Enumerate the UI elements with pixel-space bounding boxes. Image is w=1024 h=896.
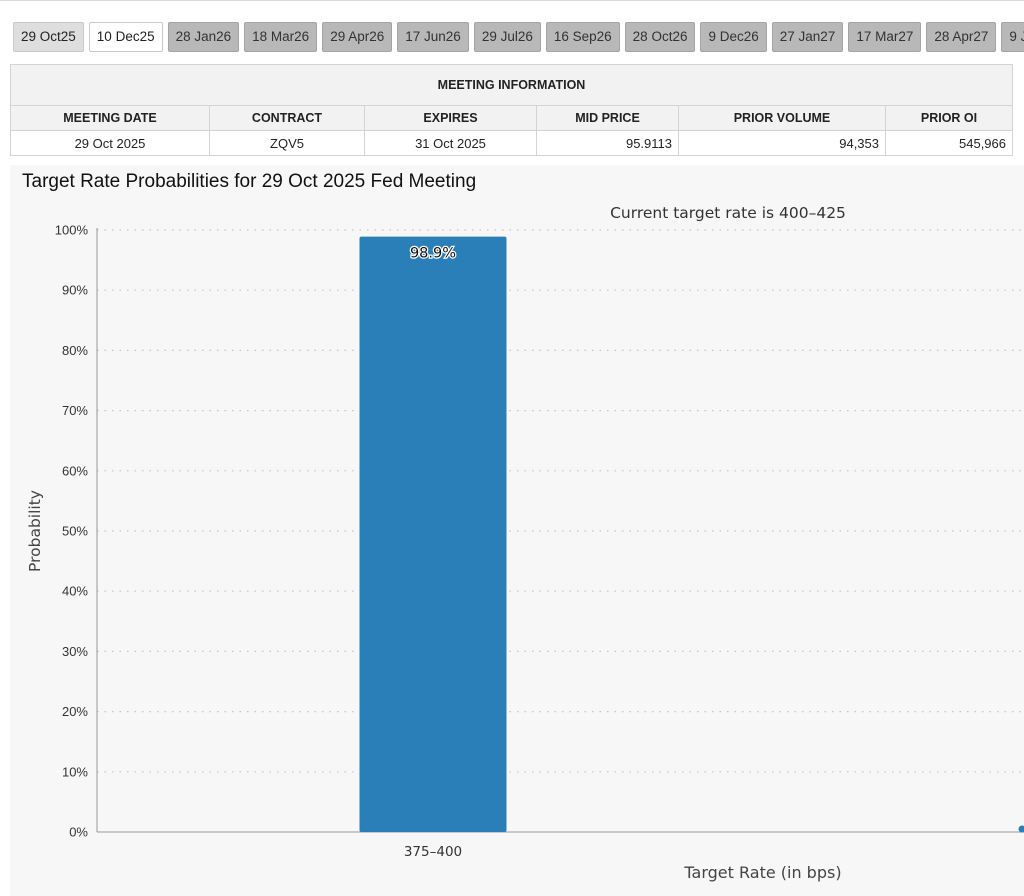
edge-marker [1018,825,1024,833]
y-tick-label: 80% [62,343,88,358]
cell-mid-price: 95.9113 [536,130,679,156]
meeting-info-table: MEETING INFORMATION MEETING DATE CONTRAC… [10,64,1013,156]
cell-prior-volume: 94,353 [678,130,886,156]
tab-meeting-1[interactable]: 10 Dec25 [88,22,163,52]
bar-data-label-0: 98.9% [410,246,456,262]
x-axis-label: Target Rate (in bps) [683,863,841,882]
meeting-info-header: MEETING INFORMATION [10,64,1013,106]
tab-meeting-0[interactable]: 29 Oct25 [13,22,84,52]
cell-prior-oi: 545,966 [885,130,1013,156]
tab-meeting-8[interactable]: 28 Oct26 [624,22,696,52]
y-tick-label: 60% [62,463,88,478]
y-tick-label: 90% [62,283,88,298]
col-prior-oi: PRIOR OI [885,105,1013,131]
tab-meeting-5[interactable]: 17 Jun26 [397,22,469,52]
tab-meeting-2[interactable]: 28 Jan26 [167,22,240,52]
y-tick-label: 30% [62,644,88,659]
cell-meeting-date: 29 Oct 2025 [10,130,210,156]
y-tick-label: 10% [62,764,88,779]
bar-0 [359,236,507,832]
tab-meeting-13[interactable]: 9 Ju [1001,22,1024,52]
chart-title: Target Rate Probabilities for 29 Oct 202… [22,171,477,192]
cell-expires: 31 Oct 2025 [364,130,537,156]
tab-meeting-11[interactable]: 17 Mar27 [848,22,922,52]
y-tick-label: 50% [62,524,88,539]
chart-subtitle: Current target rate is 400–425 [610,204,846,222]
tab-meeting-9[interactable]: 9 Dec26 [700,22,767,52]
x-tick-label-0: 375–400 [404,844,462,860]
top-divider [0,0,1024,1]
y-tick-label: 0% [69,825,88,840]
tab-meeting-4[interactable]: 29 Apr26 [322,22,393,52]
y-axis-label: Probability [26,490,44,572]
col-meeting-date: MEETING DATE [10,105,210,131]
cell-contract: ZQV5 [209,130,365,156]
y-tick-label: 70% [62,403,88,418]
y-tick-label: 40% [62,584,88,599]
meeting-tabs: 29 Oct25 10 Dec25 28 Jan26 18 Mar26 29 Apr26… [13,22,1024,52]
tab-meeting-7[interactable]: 16 Sep26 [545,22,620,52]
tab-meeting-6[interactable]: 29 Jul26 [473,22,541,52]
tab-meeting-10[interactable]: 27 Jan27 [771,22,844,52]
y-tick-label: 20% [62,704,88,719]
tab-meeting-12[interactable]: 28 Apr27 [926,22,997,52]
y-tick-label: 100% [55,223,89,238]
tab-meeting-3[interactable]: 18 Mar26 [244,22,318,52]
